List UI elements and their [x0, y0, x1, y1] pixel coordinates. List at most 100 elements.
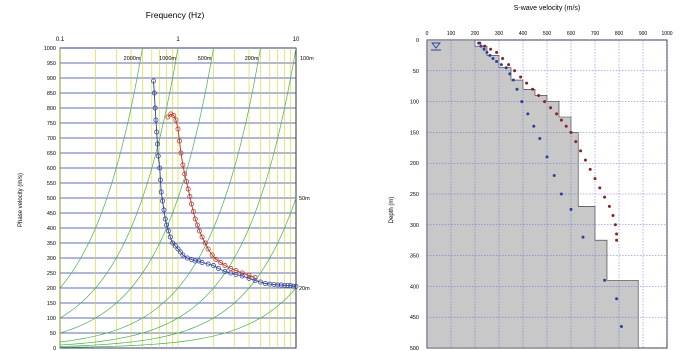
- dispersion-point: [165, 228, 171, 234]
- dispersion-y-axis-label: Phase velocity (m/s): [18, 173, 24, 227]
- dispersion-point: [155, 141, 160, 147]
- dispersion-point: [161, 207, 167, 213]
- dispersion-chart: 2000m 1000m 500m 200m 100m 50m 20m 0 50 100 150 20…: [18, 10, 314, 351]
- dispersion-point: [285, 282, 291, 288]
- dispersion-point: [157, 165, 163, 171]
- wavelength-curve: [60, 48, 261, 343]
- dispersion-point: [180, 162, 186, 168]
- vs-point: [603, 278, 607, 282]
- dispersion-y-tick-label: 600: [47, 166, 56, 172]
- dispersion-point: [158, 189, 164, 195]
- vs-point: [615, 297, 619, 301]
- dispersion-y-tick-label: 100: [47, 316, 56, 322]
- wavelength-curve: [60, 287, 296, 348]
- dispersion-point: [192, 216, 198, 222]
- vs-y-tick-label: 250: [410, 192, 419, 198]
- dispersion-title: Frequency (Hz): [146, 10, 205, 20]
- vs-v-gridlines: [426, 40, 668, 348]
- dispersion-y-tick-label: 200: [47, 286, 56, 292]
- dispersion-point: [178, 150, 184, 156]
- dispersion-point: [188, 201, 194, 207]
- dispersion-point: [239, 270, 245, 276]
- dispersion-point: [160, 198, 166, 204]
- wavelength-curve: [60, 48, 143, 289]
- vs-x-tick-label: 100: [447, 31, 456, 37]
- dispersion-point: [282, 282, 288, 288]
- vs-point: [569, 207, 573, 211]
- dispersion-point: [168, 111, 174, 117]
- vs-point: [613, 223, 617, 227]
- wavelength-label: 50m: [299, 196, 310, 202]
- dispersion-point: [252, 278, 258, 283]
- dispersion-point: [184, 179, 189, 184]
- vs-x-tick-label: 600: [567, 31, 576, 37]
- vs-point: [615, 238, 619, 242]
- dispersion-y-tick-label: 400: [47, 226, 56, 232]
- dispersion-point: [164, 222, 170, 228]
- vs-point: [495, 50, 499, 54]
- vs-profile-chart: 0 50 100 150 200 250 300 350 400 450 500 0 100 200 30…: [389, 5, 673, 351]
- dispersion-point: [258, 279, 263, 285]
- vs-point: [619, 324, 623, 328]
- dispersion-series-blue: [151, 78, 299, 289]
- dispersion-point: [199, 234, 205, 240]
- dispersion-point: [202, 240, 208, 246]
- vs-point: [588, 167, 592, 171]
- dispersion-point: [209, 252, 215, 258]
- dispersion-point: [170, 240, 176, 246]
- wavelength-label: 100m: [300, 56, 314, 62]
- vs-point: [501, 56, 505, 60]
- dispersion-point: [178, 249, 183, 255]
- dispersion-y-tick-label: 700: [47, 136, 56, 142]
- vs-series-red: [478, 41, 619, 242]
- vs-x-tick-label: 900: [639, 31, 648, 37]
- dispersion-y-tick-label: 850: [47, 91, 56, 97]
- dispersion-y-tick-label: 500: [47, 196, 56, 202]
- vs-point: [531, 87, 535, 91]
- wavelength-label: 2000m: [124, 56, 141, 62]
- vs-x-tick-label: 200: [471, 31, 480, 37]
- vs-x-tick-label: 500: [543, 31, 552, 37]
- dispersion-point: [171, 113, 177, 118]
- vs-x-tick-label: 0: [426, 31, 429, 37]
- dispersion-y-tick-label: 250: [47, 271, 56, 277]
- dispersion-point: [275, 282, 281, 288]
- vs-point: [581, 235, 585, 239]
- dispersion-point: [172, 243, 178, 249]
- vs-point: [499, 63, 503, 67]
- vs-y-tick-label: 300: [410, 223, 419, 229]
- vs-y-axis-label: Depth (m): [389, 197, 395, 224]
- dispersion-x-tick-label: 1: [176, 37, 180, 43]
- vs-point: [485, 50, 489, 54]
- vs-point: [559, 192, 563, 196]
- vs-point: [559, 118, 563, 122]
- dispersion-point: [180, 252, 186, 258]
- dispersion-point: [182, 171, 188, 177]
- dispersion-point: [175, 246, 181, 252]
- dispersion-point: [190, 209, 196, 214]
- dispersion-y-tick-label: 450: [47, 211, 56, 217]
- vs-point: [511, 78, 515, 82]
- dispersion-point: [151, 78, 156, 84]
- dispersion-y-tick-labels: 0 50 100 150 200 250 300 350 400 450 500 550 600 650 7…: [44, 46, 56, 351]
- dispersion-point: [218, 260, 224, 265]
- dispersion-y-tick-label: 300: [47, 256, 56, 262]
- dispersion-point: [167, 234, 173, 240]
- vs-y-tick-label: 400: [410, 284, 419, 290]
- wavelength-curve: [60, 48, 179, 319]
- dispersion-point: [252, 275, 258, 280]
- dispersion-point: [162, 216, 168, 222]
- dispersion-y-tick-label: 150: [47, 301, 56, 307]
- dispersion-point: [184, 255, 190, 261]
- vs-point: [603, 195, 607, 199]
- vs-point: [488, 53, 492, 57]
- dispersion-point: [192, 258, 198, 264]
- dispersion-point: [185, 186, 191, 192]
- dispersion-point: [288, 283, 294, 289]
- vs-point: [495, 60, 499, 64]
- dispersion-point: [152, 105, 158, 111]
- vs-point: [552, 174, 556, 178]
- vs-y-tick-label: 150: [410, 130, 419, 136]
- vs-point: [478, 41, 482, 45]
- vs-x-tick-labels: 0 100 200 300 400 500 600 700 800 900 1000: [426, 31, 673, 37]
